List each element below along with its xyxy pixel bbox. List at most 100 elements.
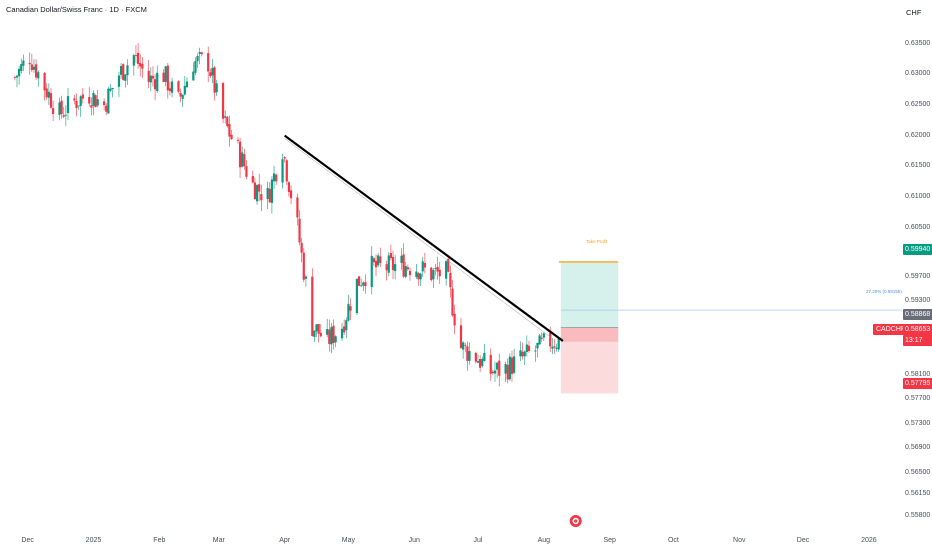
candle	[466, 341, 469, 371]
x-tick-label: Mar	[212, 537, 225, 544]
candle-body	[417, 273, 420, 280]
candle	[77, 105, 80, 110]
x-tick-label: Aug	[537, 537, 551, 544]
candle-body	[209, 72, 212, 77]
candle	[481, 356, 484, 368]
candle-body	[43, 72, 46, 91]
candle-body	[459, 325, 463, 348]
candle-body	[245, 166, 248, 177]
x-tick-label: Dec	[796, 537, 810, 544]
candle-body	[260, 194, 263, 201]
candle-body	[243, 154, 246, 167]
countdown-badge: 13:17	[903, 335, 932, 346]
candle-body	[136, 52, 140, 64]
candle	[164, 65, 167, 87]
candle-body	[493, 370, 497, 374]
candle	[510, 350, 514, 382]
x-tick-label: Dec	[21, 537, 34, 544]
candle-body	[164, 66, 167, 82]
candle	[194, 57, 197, 76]
candle	[360, 278, 363, 287]
candle-body	[221, 83, 225, 119]
candle	[241, 146, 244, 168]
candle-body	[73, 98, 76, 101]
candle-body	[107, 88, 110, 114]
candle	[192, 62, 195, 81]
candle	[147, 60, 150, 89]
candle	[198, 47, 201, 65]
candle	[445, 260, 448, 286]
candle-body	[224, 116, 227, 118]
candle-body	[192, 71, 195, 81]
candle-body	[430, 267, 433, 281]
candle	[32, 59, 36, 73]
candle	[513, 348, 516, 375]
candle-body	[345, 320, 348, 331]
candle-body	[438, 269, 441, 277]
candle	[483, 343, 486, 362]
candle-body	[379, 256, 382, 263]
candle	[79, 95, 82, 117]
candle	[506, 358, 509, 384]
candle	[96, 89, 99, 108]
candle	[404, 261, 407, 279]
candle	[334, 335, 337, 348]
candle-body	[268, 188, 271, 203]
candle	[347, 294, 350, 322]
candle-body	[313, 330, 316, 337]
candle-body	[117, 75, 121, 87]
candle	[266, 181, 269, 210]
y-tick-label: 0.60500	[905, 223, 931, 231]
candle-body	[513, 356, 516, 373]
candle-body	[168, 88, 172, 92]
y-tick-label: 0.63000	[905, 70, 931, 78]
candle	[58, 97, 61, 121]
candle	[255, 184, 259, 205]
candle-body	[81, 94, 84, 99]
candle-body	[451, 288, 454, 316]
candle	[272, 165, 276, 190]
candle	[253, 177, 257, 200]
candle	[421, 256, 424, 277]
candle-body	[304, 276, 308, 279]
candle	[226, 115, 229, 128]
candle-body	[523, 351, 526, 357]
candle	[236, 137, 240, 144]
candle	[434, 264, 437, 276]
candle	[542, 332, 545, 342]
candle	[400, 248, 403, 270]
candle-body	[466, 346, 469, 361]
candle-body	[370, 255, 373, 288]
candle-body	[196, 56, 199, 62]
candle-body	[272, 173, 276, 182]
candle	[47, 83, 50, 105]
candle	[153, 74, 157, 101]
candle	[102, 98, 106, 111]
candle-body	[119, 66, 123, 75]
candle-body	[170, 81, 174, 93]
candle	[251, 170, 254, 184]
candle	[66, 87, 70, 121]
y-tick-label: 0.61500	[905, 162, 931, 170]
candle-body	[32, 66, 36, 70]
candle-body	[147, 70, 150, 82]
candle	[430, 266, 433, 282]
candle-body	[139, 62, 142, 67]
candle-body	[540, 337, 543, 339]
candle-body	[362, 282, 365, 286]
candle	[370, 246, 373, 295]
candle	[525, 335, 528, 357]
x-tick-label: Sep	[603, 537, 616, 544]
candle-body	[77, 105, 80, 107]
candle-body	[453, 313, 456, 326]
candle	[18, 65, 21, 85]
candle-body	[226, 116, 229, 127]
candle-body	[102, 101, 106, 106]
candle	[436, 256, 439, 280]
candle	[185, 77, 189, 88]
candle-body	[400, 255, 403, 263]
candlestick-series	[13, 43, 560, 387]
candle	[20, 58, 23, 74]
candle-body	[37, 72, 40, 79]
